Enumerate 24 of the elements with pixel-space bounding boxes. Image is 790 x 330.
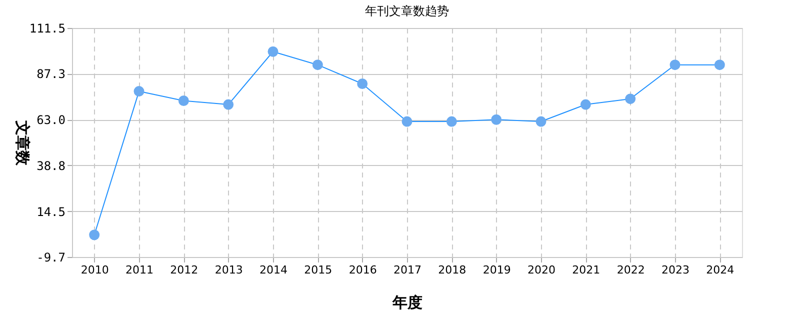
y-tick-label: 87.3 — [36, 67, 66, 82]
x-tick-label: 2014 — [260, 264, 288, 276]
x-tick-label: 2011 — [126, 264, 154, 276]
x-tick-label: 2017 — [394, 264, 422, 276]
x-tick-label: 2019 — [482, 264, 511, 276]
x-tick-label: 2023 — [662, 264, 690, 276]
x-tick-label: 2022 — [616, 264, 645, 276]
chart-title: 年刊文章数趋势 — [365, 4, 449, 18]
x-axis-title: 年度 — [392, 294, 422, 312]
x-tick-label: 2010 — [80, 264, 109, 276]
x-tick-label: 2024 — [706, 264, 734, 276]
x-tick-label: 2013 — [214, 264, 243, 276]
x-tick-label: 2018 — [438, 264, 466, 276]
x-tick-label: 2021 — [572, 264, 600, 276]
y-tick-label: 14.5 — [36, 204, 66, 219]
x-tick-label: 2012 — [170, 264, 198, 276]
x-tick-label: 2020 — [528, 264, 556, 276]
y-tick-label: 111.5 — [29, 22, 66, 36]
y-tick-label: -9.7 — [36, 250, 66, 264]
y-axis-title: 文章数 — [14, 120, 32, 166]
y-tick-label: 63.0 — [36, 113, 66, 128]
y-tick-label: 38.8 — [36, 158, 66, 173]
x-tick-label: 2016 — [348, 264, 377, 276]
x-tick-label: 2015 — [304, 264, 332, 276]
